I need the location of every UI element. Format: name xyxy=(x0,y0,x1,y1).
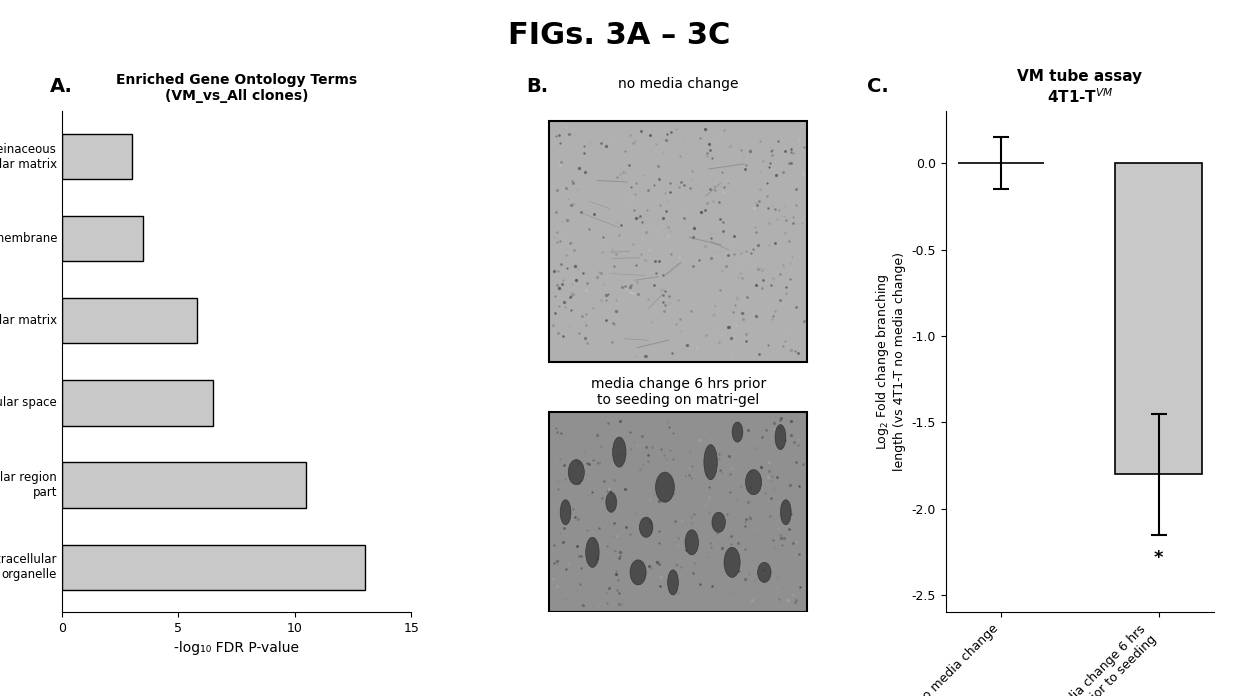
Text: no media change: no media change xyxy=(618,77,738,91)
Bar xyxy=(62,381,213,425)
Ellipse shape xyxy=(776,425,786,450)
Ellipse shape xyxy=(732,422,743,442)
Ellipse shape xyxy=(612,437,626,467)
Title: VM tube assay
4T1-T$^{VM}$: VM tube assay 4T1-T$^{VM}$ xyxy=(1017,69,1142,106)
Title: Enriched Gene Ontology Terms
(VM_vs_All clones): Enriched Gene Ontology Terms (VM_vs_All … xyxy=(116,73,357,103)
Bar xyxy=(62,299,197,343)
Bar xyxy=(1115,163,1202,474)
Ellipse shape xyxy=(569,459,585,484)
Text: A.: A. xyxy=(50,77,72,95)
Ellipse shape xyxy=(746,470,762,495)
Bar xyxy=(62,544,364,590)
Ellipse shape xyxy=(724,547,740,578)
Ellipse shape xyxy=(586,537,600,567)
Ellipse shape xyxy=(606,492,617,512)
Ellipse shape xyxy=(757,562,771,583)
Y-axis label: Log$_2$ Fold change branching
length (vs 4T1-T no media change): Log$_2$ Fold change branching length (vs… xyxy=(873,253,906,471)
Ellipse shape xyxy=(639,517,653,537)
Text: B.: B. xyxy=(527,77,549,95)
Text: *: * xyxy=(1154,548,1163,567)
Text: FIGs. 3A – 3C: FIGs. 3A – 3C xyxy=(508,21,731,50)
Text: C.: C. xyxy=(867,77,890,95)
Ellipse shape xyxy=(704,445,717,480)
X-axis label: -log₁₀ FDR P-value: -log₁₀ FDR P-value xyxy=(173,641,299,655)
Ellipse shape xyxy=(560,500,571,525)
Text: media change 6 hrs prior
to seeding on matri-gel: media change 6 hrs prior to seeding on m… xyxy=(591,377,766,407)
Ellipse shape xyxy=(685,530,699,555)
Bar xyxy=(62,134,131,180)
Bar xyxy=(62,462,306,507)
Bar xyxy=(62,216,144,262)
Ellipse shape xyxy=(781,500,792,525)
Ellipse shape xyxy=(655,472,674,503)
Ellipse shape xyxy=(712,512,725,532)
Ellipse shape xyxy=(668,570,679,595)
Ellipse shape xyxy=(629,560,647,585)
